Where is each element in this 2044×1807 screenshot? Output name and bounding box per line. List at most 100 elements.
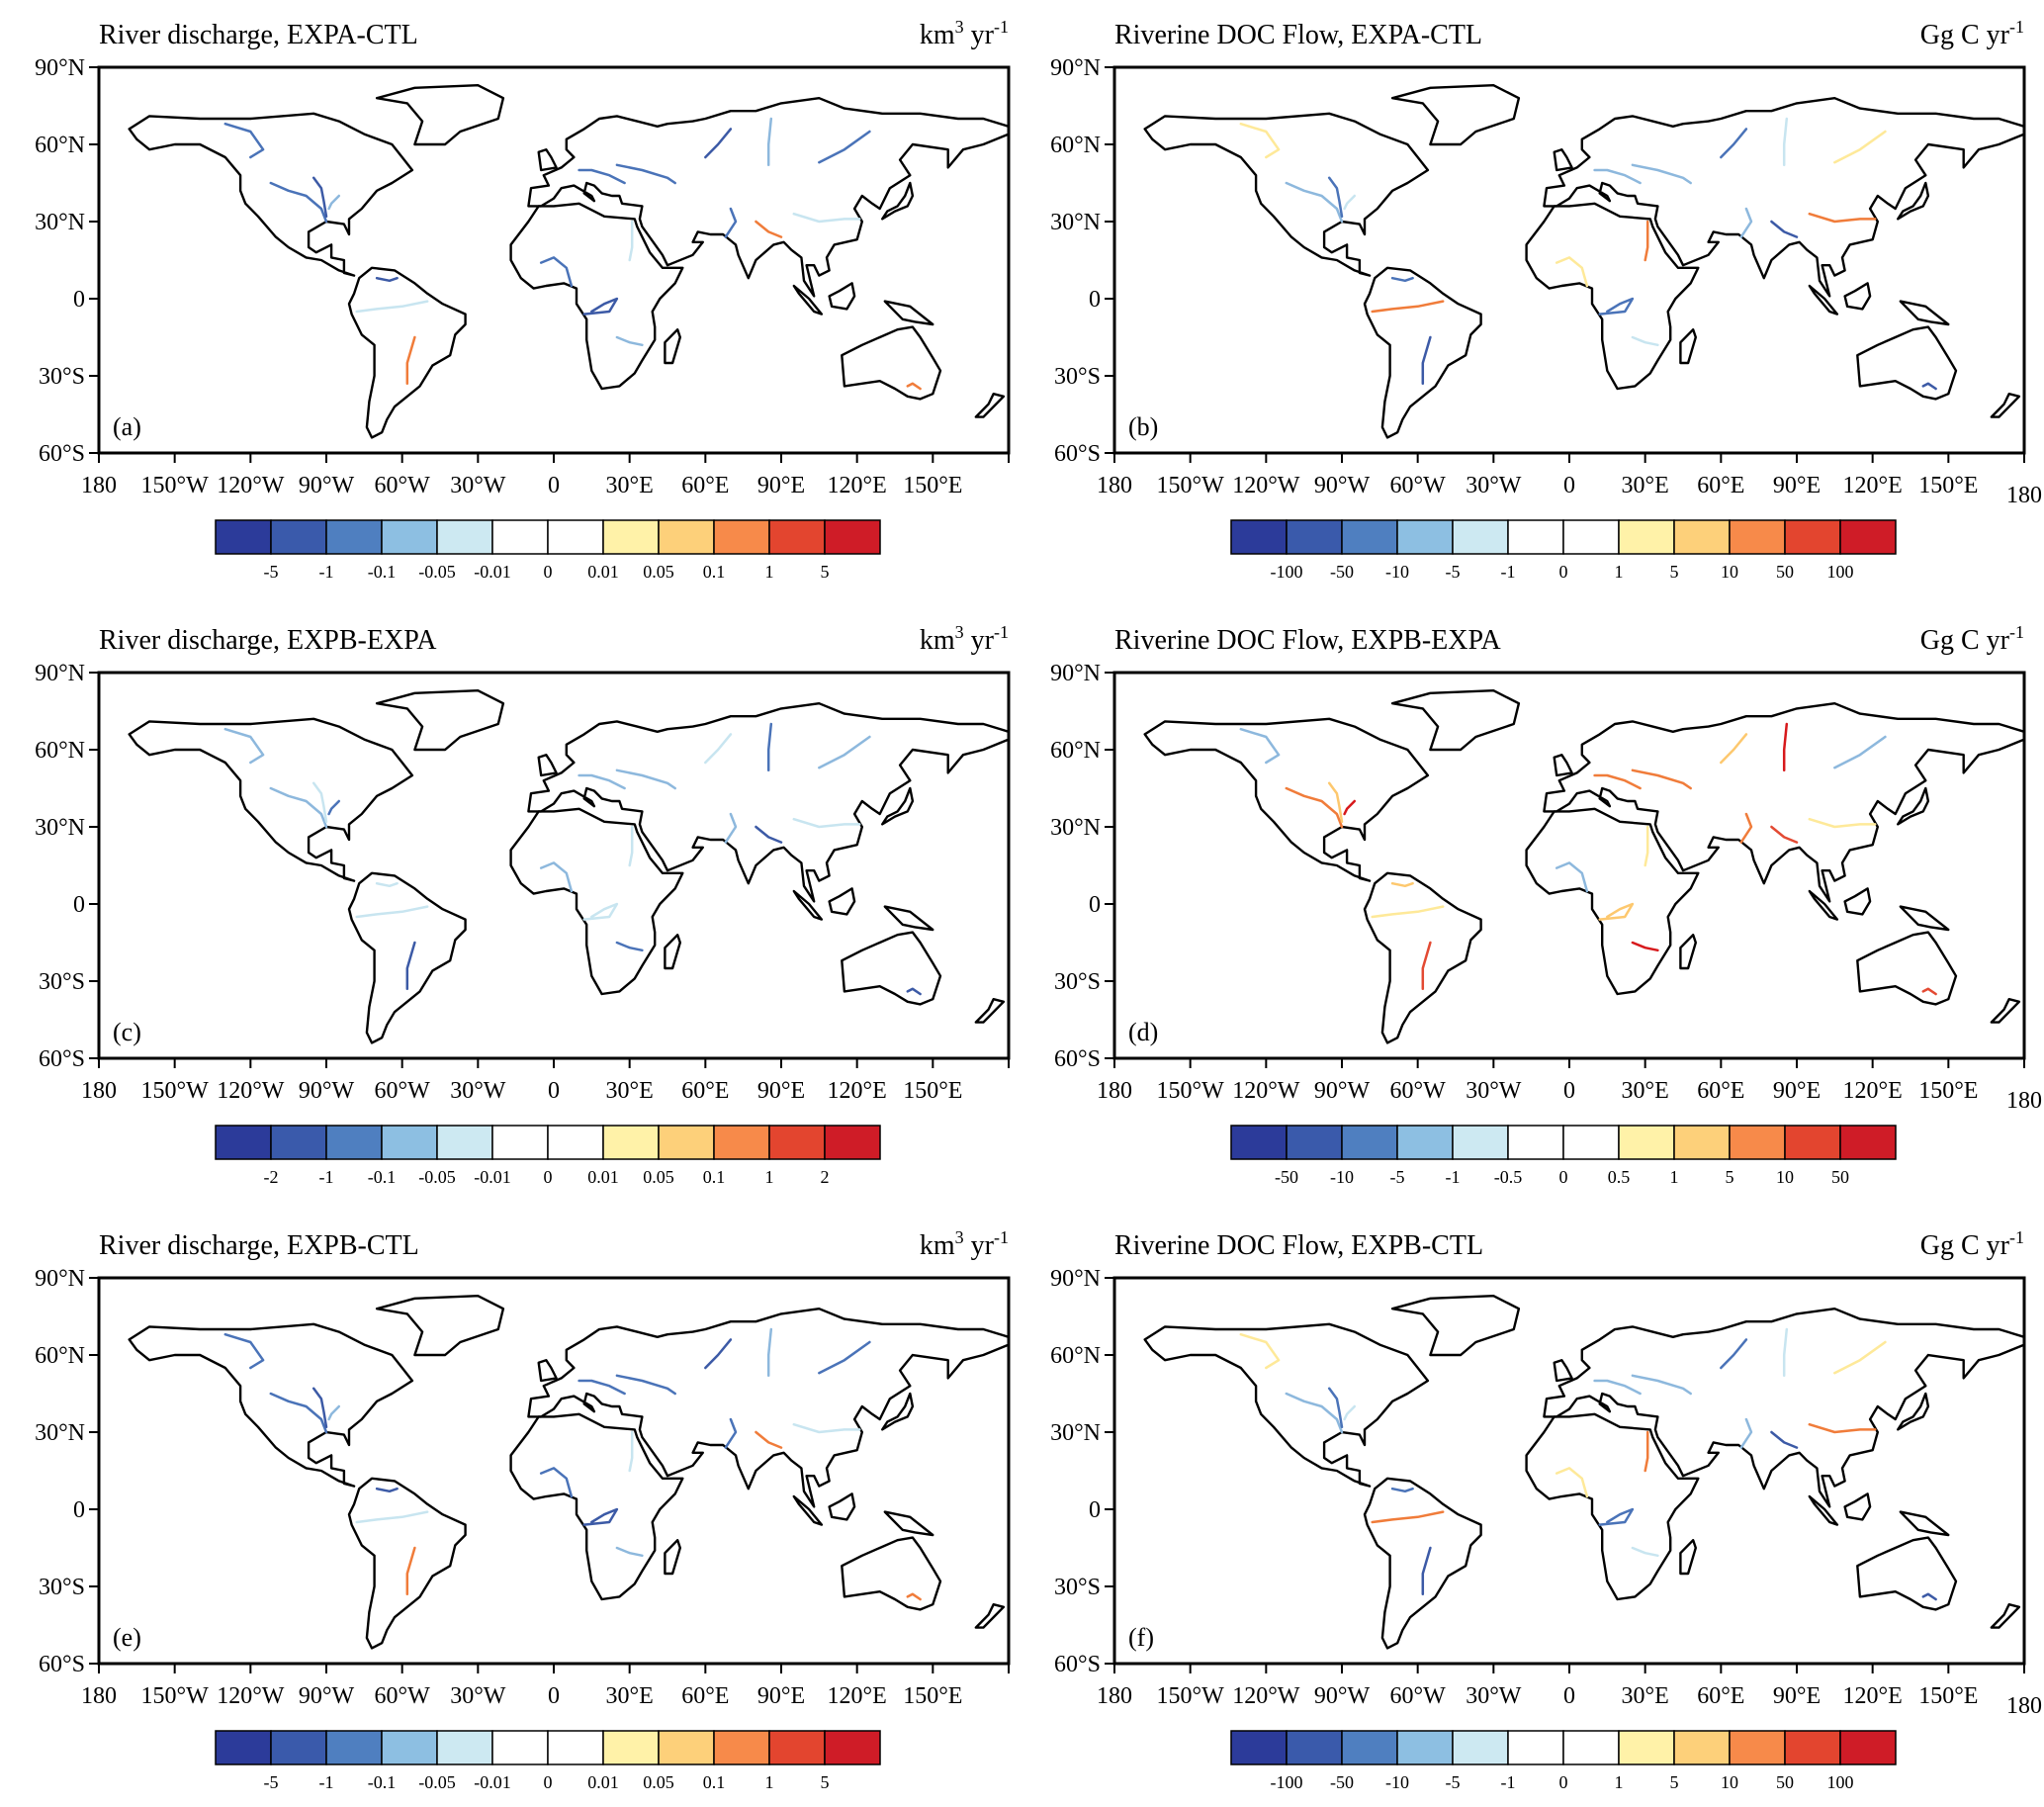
river-line [1770, 825, 1799, 844]
colorbar: -50 -10 -5 -1 -0.5 0 0.5 1 5 10 50 [1230, 1125, 1897, 1187]
lon-label: 120°W [1232, 1683, 1300, 1709]
lon-label: 60°W [375, 1683, 431, 1709]
river-line [1390, 276, 1414, 283]
coastline-sumatra [792, 1494, 824, 1526]
coastline-south-america [347, 871, 467, 1044]
lat-label: 0 [1089, 1497, 1101, 1523]
colorbar-label: -50 [1330, 562, 1354, 582]
lon-label: 30°E [1622, 473, 1669, 498]
lat-label: 90°N [1050, 55, 1101, 81]
river-line [1720, 128, 1748, 159]
panel-units: km3 yr-1 [920, 1227, 1009, 1261]
river-line [311, 781, 328, 824]
lat-label: 60°N [1050, 1343, 1101, 1369]
coastline-borneo [1843, 887, 1872, 916]
coastline-japan [881, 786, 915, 826]
colorbar-label: 5 [1726, 1167, 1734, 1187]
river-line [269, 1392, 328, 1434]
coastline-sumatra [1808, 1494, 1839, 1526]
map-frame [97, 65, 1011, 455]
river-line [704, 733, 733, 765]
river-line [818, 1340, 871, 1375]
coastline-new-guinea [1899, 905, 1950, 932]
lat-label: 30°S [1054, 969, 1101, 995]
colorbar-swatch [1784, 519, 1841, 555]
colorbar-swatch [1562, 519, 1620, 555]
river-line [615, 1546, 644, 1558]
lat-label: 60°N [35, 133, 85, 158]
coastline-uk [1553, 147, 1573, 172]
lon-label: 120°E [1843, 1683, 1903, 1709]
river-line [1631, 163, 1692, 185]
panel-letter: (c) [113, 1018, 141, 1046]
coastline-new-zealand [1990, 393, 2021, 418]
river-line [1371, 1510, 1445, 1524]
coastline-japan [1896, 181, 1930, 221]
lon-label: 60°E [1697, 1078, 1744, 1104]
coastline-new-zealand [1990, 1602, 2021, 1629]
panel-units: Gg C yr-1 [1920, 17, 2024, 50]
lon-label: 0 [1563, 473, 1575, 498]
coastline-madagascar [664, 934, 681, 970]
river-line [311, 1387, 328, 1429]
colorbar-swatch [602, 1730, 660, 1765]
lat-label: 30°N [35, 1420, 85, 1446]
panel-title: River discharge, EXPB-EXPA [99, 625, 437, 656]
lon-label: 90°W [299, 473, 355, 498]
colorbar-label: 50 [1776, 562, 1794, 582]
river-line [405, 335, 416, 386]
lat-label: 30°N [35, 815, 85, 841]
coastline-japan [881, 1392, 915, 1431]
lon-label: 90°E [1773, 473, 1821, 498]
river-line [615, 163, 676, 185]
coastline-greenland [375, 689, 505, 752]
lat-label: 90°N [35, 1266, 85, 1292]
coastline-sumatra [792, 889, 824, 921]
coastline-australia [841, 1536, 942, 1611]
colorbar-swatch [713, 519, 770, 555]
coastline-madagascar [1679, 934, 1698, 970]
coastline-north-america [128, 1322, 414, 1488]
river-line [1555, 1467, 1589, 1498]
river-line [906, 987, 922, 996]
panel-units: km3 yr-1 [920, 17, 1009, 50]
coastline-south-america [1363, 266, 1482, 439]
colorbar-swatch [1341, 1730, 1398, 1765]
coastline-australia [841, 931, 942, 1006]
colorbar-swatch [547, 1125, 604, 1160]
river-line [1644, 825, 1649, 867]
colorbar-label: -5 [264, 1772, 279, 1792]
river-line [269, 786, 328, 829]
colorbar-swatch [1784, 1730, 1841, 1765]
colorbar-label: -50 [1330, 1772, 1354, 1792]
river-line [1921, 987, 1937, 996]
colorbar-label: 50 [1776, 1772, 1794, 1792]
river-line [1808, 212, 1877, 224]
river-line [1555, 256, 1589, 288]
coastline-australia [841, 325, 942, 401]
river-line [375, 1487, 399, 1493]
panel-units: Gg C yr-1 [1920, 1227, 2024, 1261]
colorbar-label: 0.1 [703, 562, 726, 582]
river-line [704, 128, 733, 159]
colorbar-label: -0.01 [474, 1772, 511, 1792]
river-line [628, 825, 634, 867]
colorbar-label: 0.1 [703, 1167, 726, 1187]
colorbar-swatch [1729, 1730, 1786, 1765]
colorbar-swatch [325, 1730, 383, 1765]
lon-label: 90°W [1314, 1078, 1371, 1104]
lat-label: 60°S [39, 1652, 85, 1677]
river-line [1327, 1387, 1344, 1429]
lat-label: 60°N [35, 1343, 85, 1369]
river-line [539, 1467, 574, 1498]
lon-label: 30°E [606, 473, 654, 498]
river-line [1631, 768, 1692, 790]
coastline-africa [1525, 1412, 1700, 1601]
river-line [792, 212, 861, 224]
panel-title: Riverine DOC Flow, EXPA-CTL [1114, 20, 1482, 50]
lat-label: 30°N [35, 210, 85, 235]
colorbar-label: 1 [765, 1167, 774, 1187]
panel-letter: (d) [1128, 1018, 1158, 1046]
lon-label: 0 [1563, 1078, 1575, 1104]
river-line [1770, 220, 1799, 238]
